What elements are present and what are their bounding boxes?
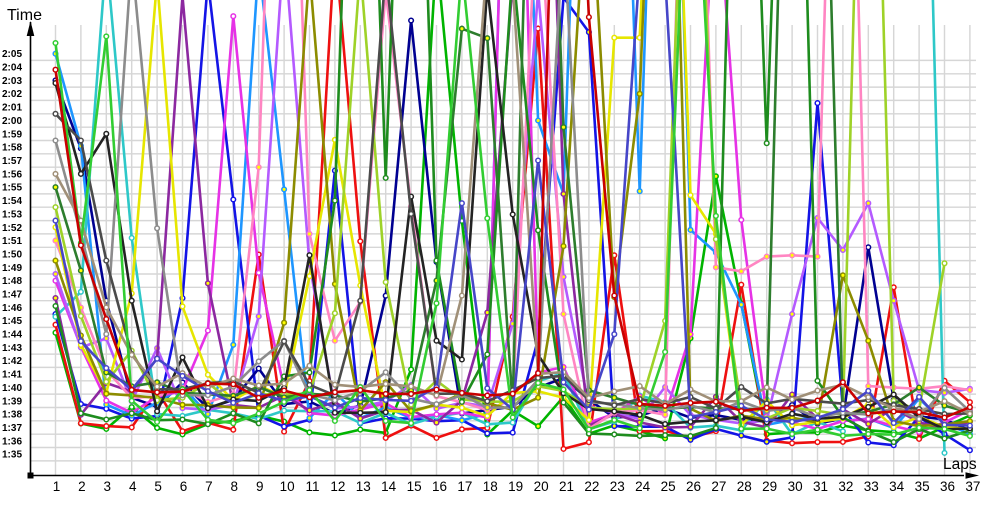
svg-text:1:40: 1:40	[2, 383, 22, 394]
svg-text:37: 37	[965, 479, 980, 494]
svg-text:1:54: 1:54	[2, 196, 22, 207]
svg-text:25: 25	[661, 479, 676, 494]
svg-text:1:52: 1:52	[2, 223, 22, 234]
svg-text:24: 24	[635, 479, 651, 494]
svg-text:1:50: 1:50	[2, 249, 22, 260]
svg-text:20: 20	[534, 479, 549, 494]
svg-text:13: 13	[356, 479, 371, 494]
svg-text:22: 22	[584, 479, 599, 494]
svg-text:11: 11	[305, 479, 319, 494]
svg-text:1:44: 1:44	[2, 330, 22, 341]
svg-text:2:03: 2:03	[2, 76, 22, 87]
svg-text:1: 1	[53, 479, 61, 494]
svg-text:1:51: 1:51	[2, 236, 22, 247]
svg-text:1:55: 1:55	[2, 183, 22, 194]
svg-text:1:35: 1:35	[2, 450, 22, 461]
svg-text:14: 14	[381, 479, 397, 494]
svg-text:1:39: 1:39	[2, 396, 22, 407]
svg-text:29: 29	[762, 479, 777, 494]
svg-text:1:56: 1:56	[2, 169, 22, 180]
svg-text:1:49: 1:49	[2, 263, 22, 274]
svg-text:1:53: 1:53	[2, 209, 22, 220]
svg-text:19: 19	[508, 479, 523, 494]
svg-text:30: 30	[788, 479, 803, 494]
svg-text:7: 7	[205, 479, 213, 494]
svg-text:27: 27	[711, 479, 726, 494]
svg-text:23: 23	[610, 479, 625, 494]
svg-text:1:58: 1:58	[2, 143, 22, 154]
svg-text:1:46: 1:46	[2, 303, 22, 314]
svg-text:10: 10	[280, 479, 295, 494]
svg-text:1:43: 1:43	[2, 343, 22, 354]
svg-text:2: 2	[78, 479, 86, 494]
svg-text:4: 4	[129, 479, 137, 494]
svg-text:18: 18	[483, 479, 498, 494]
svg-text:2:02: 2:02	[2, 89, 22, 100]
svg-text:21: 21	[559, 479, 574, 494]
svg-text:31: 31	[813, 479, 828, 494]
svg-text:1:38: 1:38	[2, 410, 22, 421]
svg-text:36: 36	[940, 479, 955, 494]
svg-text:1:47: 1:47	[2, 290, 22, 301]
svg-text:Time: Time	[7, 7, 42, 24]
svg-text:1:36: 1:36	[2, 436, 22, 447]
svg-text:16: 16	[432, 479, 447, 494]
svg-text:35: 35	[915, 479, 930, 494]
svg-text:15: 15	[407, 479, 422, 494]
svg-text:2:00: 2:00	[2, 116, 22, 127]
svg-text:5: 5	[154, 479, 162, 494]
svg-text:2:05: 2:05	[2, 49, 22, 60]
svg-text:1:48: 1:48	[2, 276, 22, 287]
svg-text:17: 17	[457, 479, 472, 494]
svg-text:3: 3	[104, 479, 112, 494]
svg-text:Laps: Laps	[943, 456, 977, 473]
svg-text:9: 9	[256, 479, 264, 494]
svg-text:8: 8	[231, 479, 239, 494]
svg-text:32: 32	[838, 479, 853, 494]
svg-text:12: 12	[330, 479, 345, 494]
svg-text:28: 28	[737, 479, 752, 494]
svg-text:34: 34	[889, 479, 905, 494]
svg-text:26: 26	[686, 479, 701, 494]
svg-text:33: 33	[864, 479, 879, 494]
svg-text:1:37: 1:37	[2, 423, 22, 434]
svg-text:2:04: 2:04	[2, 63, 22, 74]
svg-text:1:45: 1:45	[2, 316, 22, 327]
svg-text:6: 6	[180, 479, 188, 494]
svg-text:2:01: 2:01	[2, 103, 22, 114]
svg-text:1:42: 1:42	[2, 356, 22, 367]
svg-text:1:41: 1:41	[2, 370, 22, 381]
svg-text:1:57: 1:57	[2, 156, 22, 167]
svg-text:1:59: 1:59	[2, 129, 22, 140]
